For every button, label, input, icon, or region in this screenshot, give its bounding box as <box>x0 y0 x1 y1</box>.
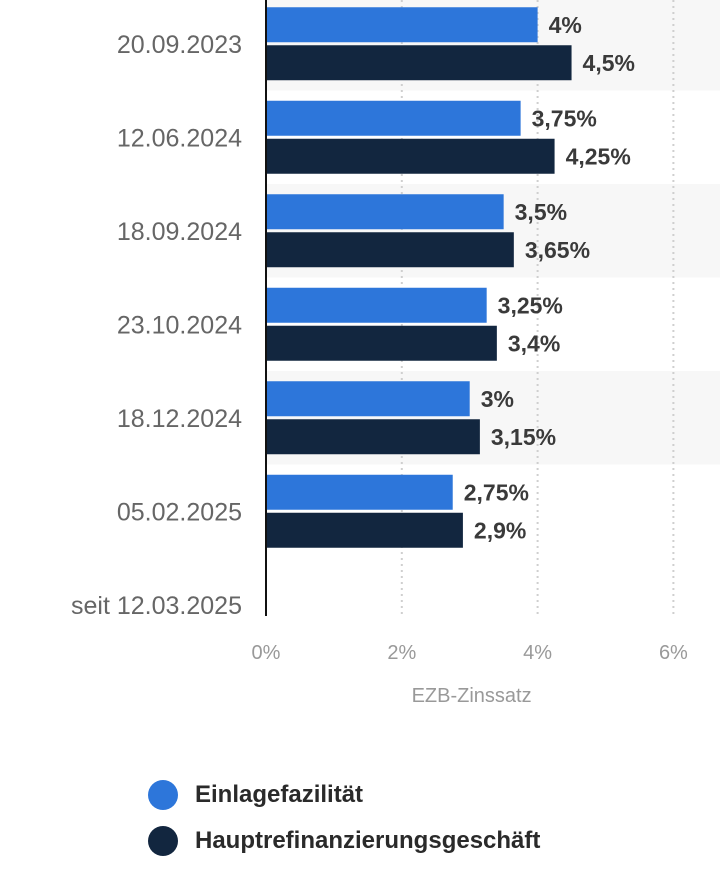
data-label: 3,75% <box>532 105 597 131</box>
bar <box>266 419 480 455</box>
bar <box>266 512 463 548</box>
bar <box>266 325 497 361</box>
legend-marker-hauptrefinanzierung <box>148 826 178 856</box>
category-label: 18.12.2024 <box>117 405 242 433</box>
x-tick-label: 4% <box>523 642 552 664</box>
bar <box>266 194 504 230</box>
bar-chart: 4%4,5%20.09.20233,75%4,25%12.06.20243,5%… <box>71 0 689 707</box>
legend-label-hauptrefinanzierung: Hauptrefinanzierungsgeschäft <box>195 827 541 854</box>
data-label: 3,25% <box>498 292 563 318</box>
data-label: 3,4% <box>508 330 560 356</box>
data-label: 4,5% <box>583 50 635 76</box>
data-label: 3% <box>481 386 514 412</box>
legend-item-einlagefazilitaet[interactable]: Einlagefazilität <box>148 772 540 818</box>
category-label: 18.09.2024 <box>117 218 242 246</box>
bar <box>266 381 470 417</box>
category-label: 12.06.2024 <box>117 124 242 152</box>
x-tick-label: 2% <box>387 642 416 664</box>
category-label: 20.09.2023 <box>117 31 242 59</box>
x-tick-label: 6% <box>659 642 688 664</box>
bar <box>266 232 514 268</box>
data-label: 3,15% <box>491 424 556 450</box>
x-axis-title: EZB-Zinssatz <box>412 685 532 707</box>
data-label: 4,25% <box>566 143 631 169</box>
category-label: seit 12.03.2025 <box>71 592 242 620</box>
bar <box>266 138 555 174</box>
bar <box>266 45 572 81</box>
legend-item-hauptrefinanzierung[interactable]: Hauptrefinanzierungsgeschäft <box>148 818 540 864</box>
legend: Einlagefazilität Hauptrefinanzierungsges… <box>148 772 540 864</box>
bar <box>266 100 521 136</box>
data-label: 4% <box>549 12 582 38</box>
category-label: 05.02.2025 <box>117 498 242 526</box>
bar <box>266 287 487 323</box>
data-label: 2,9% <box>474 517 526 543</box>
legend-marker-einlagefazilitaet <box>148 780 178 810</box>
data-label: 3,5% <box>515 199 567 225</box>
data-label: 2,75% <box>464 479 529 505</box>
x-tick-label: 0% <box>252 642 281 664</box>
category-label: 23.10.2024 <box>117 311 242 339</box>
legend-label-einlagefazilitaet: Einlagefazilität <box>195 781 364 808</box>
data-label: 3,65% <box>525 237 590 263</box>
bar <box>266 474 453 510</box>
bar <box>266 7 538 43</box>
